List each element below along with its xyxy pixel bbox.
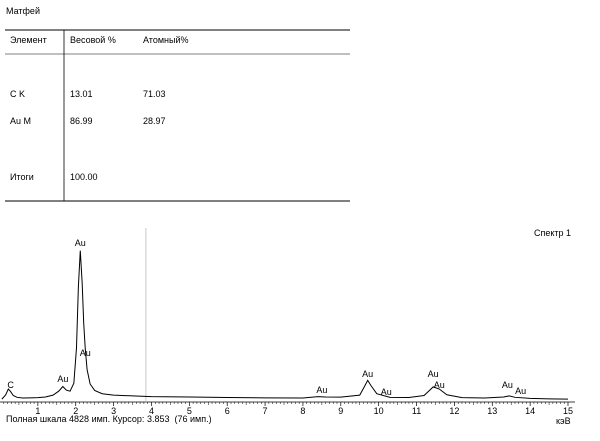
peak-label: C [7,380,14,390]
cell: Au M [10,116,31,126]
x-tick-label: 2 [73,406,78,416]
cursor-value: 3.853 [146,414,170,424]
peak-label: Au [381,387,392,397]
x-tick-label: 13 [487,406,497,416]
sample-title: Матфей [6,6,40,16]
x-tick-label: 3 [111,406,116,416]
spectrum-line [1,250,569,400]
footer-text: имп. Курсор: [91,414,145,424]
column-header: Весовой % [70,35,116,45]
footer: Полная шкала 4828 имп. Курсор: 3.853 (76… [6,414,212,424]
peak-label: Au [80,348,91,358]
x-axis-label: кэВ [556,416,571,426]
x-tick-label: 10 [374,406,384,416]
footer-text: Полная шкала [6,414,67,424]
peak-label: Au [502,380,513,390]
x-tick-label: 12 [449,406,459,416]
cell: 71.03 [143,89,166,99]
peak-label: Au [362,369,373,379]
x-tick-label: 11 [412,406,421,416]
x-tick-label: 5 [187,406,192,416]
peak-label: Au [434,380,445,390]
footer-text: (76 имп.) [174,414,212,424]
peak-label: Au [316,385,327,395]
x-tick-label: 9 [338,406,343,416]
x-tick-label: 14 [525,406,535,416]
x-tick-label: 7 [263,406,268,416]
column-header: Атомный% [143,35,189,45]
peak-label: Au [57,374,68,384]
cell: 13.01 [70,89,93,99]
cell: Итоги [10,172,34,182]
x-tick-label: 15 [563,406,573,416]
cell: 86.99 [70,116,93,126]
peak-label: Au [75,238,86,248]
column-header: Элемент [10,35,47,45]
cell: C K [10,89,25,99]
x-tick-label: 6 [225,406,230,416]
cell: 28.97 [143,116,166,126]
peak-label: Au [428,369,439,379]
peak-label: Au [515,386,526,396]
x-tick-label: 4 [149,406,154,416]
cell: 100.00 [70,172,98,182]
chart-title: Спектр 1 [534,228,571,238]
x-tick-label: 8 [300,406,305,416]
x-tick-label: 1 [35,406,40,416]
full-scale: 4828 [69,414,90,424]
